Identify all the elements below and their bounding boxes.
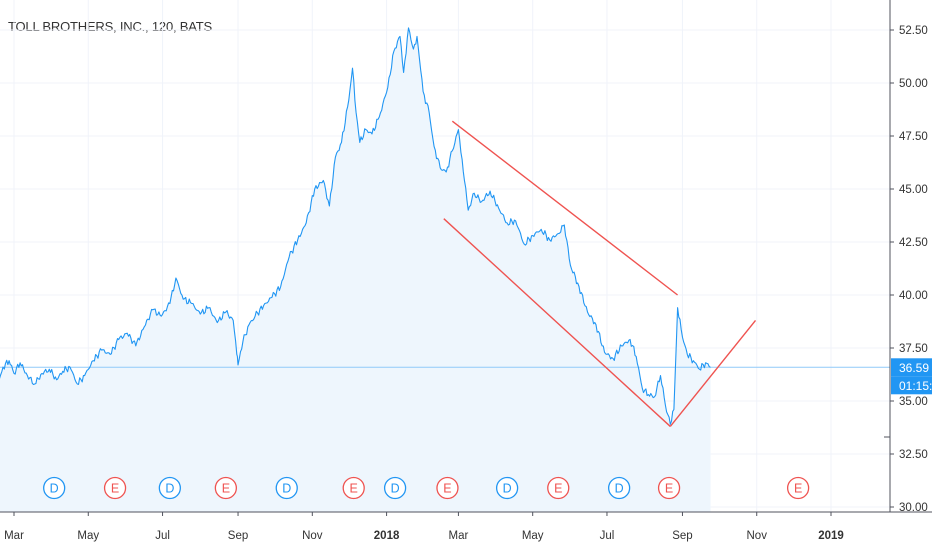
price-line[interactable] — [0, 27, 711, 456]
marker-letter: E — [665, 482, 673, 496]
trend-line[interactable] — [451, 120, 679, 296]
dividend-marker[interactable]: D — [495, 476, 519, 500]
x-tick-label: Jul — [155, 530, 170, 542]
x-tick-label: May — [522, 530, 544, 542]
last-price-badge-bg — [891, 358, 932, 377]
marker-circle — [436, 476, 459, 500]
x-tick-label: Nov — [747, 530, 768, 542]
y-tick-label: 45.00 — [899, 184, 928, 196]
price-badges: 36.59 01:15:5 — [891, 358, 932, 395]
price-area-fill — [0, 27, 711, 512]
marker-letter: E — [794, 482, 802, 496]
marker-circle — [383, 476, 407, 500]
x-tick-label: 2018 — [374, 530, 400, 542]
dividend-marker[interactable]: D — [607, 476, 631, 500]
x-tick-label: Sep — [228, 530, 248, 542]
marker-letter: E — [554, 482, 562, 496]
earnings-marker[interactable]: E — [214, 476, 238, 500]
x-tick-label: Jul — [600, 530, 615, 542]
marker-circle — [547, 476, 570, 500]
marker-letter: D — [391, 482, 400, 496]
marker-circle — [103, 476, 127, 500]
marker-circle — [495, 476, 519, 500]
x-tick-label: Mar — [449, 530, 469, 542]
marker-circle — [657, 476, 681, 500]
x-tick-label: Sep — [672, 530, 692, 542]
earnings-marker[interactable]: E — [657, 476, 681, 500]
trend-line[interactable] — [669, 320, 757, 427]
marker-circle — [342, 476, 365, 500]
marker-letter: E — [111, 482, 119, 496]
marker-letter: D — [615, 482, 624, 496]
marker-letter: D — [50, 482, 59, 496]
y-tick-label: 52.50 — [899, 25, 928, 37]
y-tick-label: 32.50 — [899, 449, 928, 461]
countdown-value: 01:15:5 — [899, 379, 932, 393]
marker-letter: E — [222, 482, 230, 496]
marker-circle — [43, 476, 66, 500]
x-tick-label: 2019 — [818, 530, 844, 542]
price-line-group — [0, 27, 711, 456]
dividend-marker[interactable]: D — [158, 476, 182, 500]
marker-circle — [214, 476, 238, 500]
countdown-badge-bg — [891, 376, 932, 395]
x-tick-label: Mar — [4, 530, 24, 542]
dividend-marker[interactable]: D — [43, 476, 66, 500]
earnings-marker[interactable]: E — [436, 476, 459, 500]
x-tick-label: May — [77, 530, 99, 542]
marker-letter: D — [165, 482, 174, 496]
marker-letter: E — [443, 482, 451, 496]
y-tick-label: 30.00 — [899, 502, 928, 514]
last-price-value: 36.59 — [899, 361, 929, 375]
earnings-marker[interactable]: E — [342, 476, 365, 500]
countdown-badge: 01:15:5 — [891, 376, 932, 395]
y-tick-label: 42.50 — [899, 237, 928, 249]
earnings-marker[interactable]: E — [786, 476, 810, 500]
dividend-marker[interactable]: D — [275, 476, 298, 500]
marker-letter: E — [350, 482, 358, 496]
y-tick-label: 47.50 — [899, 131, 928, 143]
marker-circle — [275, 476, 298, 500]
price-area — [0, 27, 711, 512]
y-tick-label: 35.00 — [899, 396, 928, 408]
trend-channel[interactable] — [443, 120, 757, 427]
trend-line[interactable] — [443, 218, 671, 427]
y-tick-label: 50.00 — [899, 78, 928, 90]
marker-circle — [786, 476, 810, 500]
dividend-marker[interactable]: D — [383, 476, 407, 500]
y-tick-label: 40.00 — [899, 290, 928, 302]
last-price-badge: 36.59 — [891, 358, 932, 377]
earnings-marker[interactable]: E — [103, 476, 127, 500]
y-tick-label: 37.50 — [899, 343, 928, 355]
marker-letter: D — [503, 482, 512, 496]
event-markers[interactable]: EDEDEDEDEDEDEE — [0, 476, 810, 500]
marker-circle — [607, 476, 631, 500]
x-tick-label: Nov — [302, 530, 323, 542]
marker-letter: D — [282, 482, 291, 496]
earnings-marker[interactable]: E — [547, 476, 570, 500]
marker-circle — [158, 476, 182, 500]
